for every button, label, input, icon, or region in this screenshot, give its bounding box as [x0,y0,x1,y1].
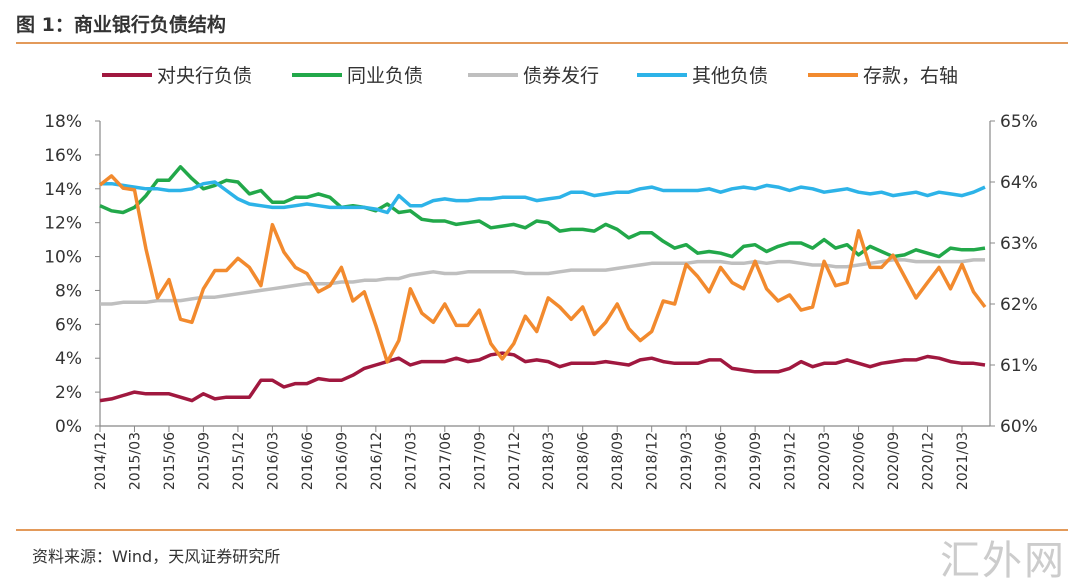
legend-label: 债券发行 [523,65,599,87]
x-tick-label: 2014/12 [93,432,109,490]
left-tick-label: 0% [55,417,82,437]
right-tick-label: 60% [1000,417,1038,437]
right-tick-label: 62% [1000,295,1038,315]
left-tick-label: 12% [44,214,82,234]
x-tick-label: 2017/09 [472,432,488,490]
x-tick-label: 2017/12 [507,432,523,490]
right-tick-label: 65% [1000,112,1038,132]
left-tick-label: 6% [55,315,82,335]
left-tick-label: 8% [55,281,82,301]
x-tick-label: 2016/06 [300,432,316,490]
x-tick-label: 2015/06 [162,432,178,490]
series-line-1 [100,353,985,401]
left-tick-label: 10% [44,248,82,268]
right-tick-label: 64% [1000,173,1038,193]
legend-item: 对央行负债 [102,65,252,87]
x-tick-label: 2018/09 [610,432,626,490]
x-tick-label: 2020/06 [852,432,868,490]
left-tick-label: 2% [55,383,82,403]
x-tick-label: 2018/12 [645,432,661,490]
legend-item: 同业负债 [292,65,423,87]
x-tick-label: 2016/03 [265,432,281,490]
x-tick-label: 2020/03 [817,432,833,490]
left-tick-label: 18% [44,112,82,132]
x-tick-label: 2017/06 [438,432,454,490]
x-tick-label: 2020/12 [921,432,937,490]
x-tick-label: 2019/12 [783,432,799,490]
x-tick-label: 2015/09 [196,432,212,490]
legend-label: 对央行负债 [157,65,252,87]
source-divider [16,529,1068,531]
left-tick-label: 16% [44,146,82,166]
left-tick-label: 4% [55,349,82,369]
left-tick-label: 14% [44,180,82,200]
x-tick-label: 2016/09 [334,432,350,490]
watermark-logo: 汇外网 [940,528,1066,586]
x-tick-label: 2019/06 [714,432,730,490]
x-tick-label: 2015/12 [231,432,247,490]
x-tick-label: 2017/03 [403,432,419,490]
series-line-2 [100,167,985,257]
source-note: 资料来源：Wind，天风证券研究所 [32,543,280,567]
right-tick-label: 63% [1000,234,1038,254]
legend-item: 债券发行 [468,65,599,87]
x-tick-label: 2016/12 [369,432,385,490]
x-tick-label: 2019/03 [679,432,695,490]
x-tick-label: 2018/06 [576,432,592,490]
right-tick-label: 61% [1000,356,1038,376]
x-tick-label: 2019/09 [748,432,764,490]
series-line-4 [100,182,985,213]
legend-label: 存款，右轴 [863,65,958,87]
series-line-5 [100,176,985,362]
legend-label: 同业负债 [347,65,423,87]
x-tick-label: 2020/09 [886,432,902,490]
x-tick-label: 2018/03 [541,432,557,490]
legend-item: 存款，右轴 [808,65,958,87]
legend-item: 其他负债 [637,65,768,87]
x-tick-label: 2021/03 [955,432,971,490]
x-tick-label: 2015/03 [127,432,143,490]
legend-label: 其他负债 [692,65,768,87]
